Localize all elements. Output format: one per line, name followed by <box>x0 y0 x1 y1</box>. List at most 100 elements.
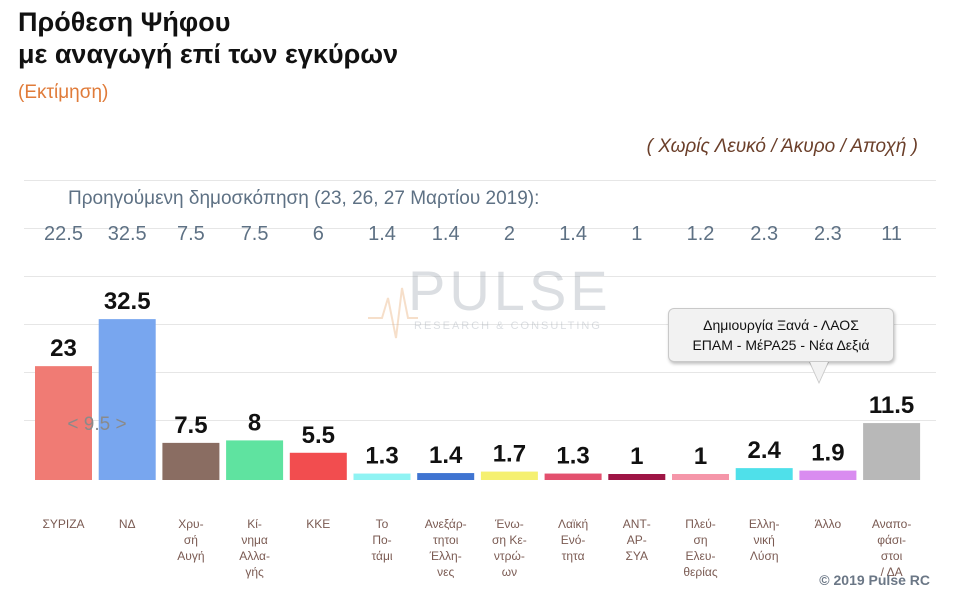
title-line-2: με αναγωγή επί των εγκύρων <box>18 39 399 69</box>
category-label: Λαϊκή <box>558 517 588 531</box>
value-label: 23 <box>50 335 77 362</box>
previous-poll-value: 7.5 <box>241 223 269 245</box>
value-label: 32.5 <box>104 288 151 315</box>
gridline <box>24 324 936 325</box>
previous-poll-value: 6 <box>313 223 324 245</box>
previous-poll-value: 11 <box>881 223 902 245</box>
callout-line-1: Δημιουργία Ξανά - ΛΑΟΣ <box>703 317 859 333</box>
value-label: 1 <box>694 443 707 470</box>
previous-poll-value: 22.5 <box>44 223 83 245</box>
exclusion-note: ( Χωρίς Λευκό / Άκυρο / Αποχή ) <box>646 136 918 157</box>
gridline <box>24 420 936 421</box>
category-label: γής <box>245 565 264 579</box>
bar-13 <box>799 470 857 480</box>
category-label: ΝΔ <box>119 517 136 531</box>
bar-7 <box>417 473 475 480</box>
category-label: τητα <box>562 549 585 563</box>
chart-title: Πρόθεση Ψήφου με αναγωγή επί των εγκύρων <box>18 6 398 70</box>
bar-8 <box>480 471 538 480</box>
category-label: Ελλη- <box>749 517 780 531</box>
category-label: φάσι- <box>877 533 906 547</box>
category-label: ΣΥΡΙΖΑ <box>42 517 84 531</box>
bar-5 <box>289 452 347 480</box>
category-label: Ενό- <box>561 533 586 547</box>
previous-poll-value: 2.3 <box>750 223 778 245</box>
value-label: 1.9 <box>811 440 844 467</box>
bar-9 <box>544 473 602 480</box>
category-label: τητοι <box>433 533 459 547</box>
other-parties-callout: Δημιουργία Ξανά - ΛΑΟΣ ΕΠΑΜ - ΜέΡΑ25 - Ν… <box>668 308 894 362</box>
previous-poll-value: 7.5 <box>177 223 205 245</box>
category-label: Κί- <box>247 517 262 531</box>
bar-12 <box>735 468 793 480</box>
category-label: νημα <box>241 533 268 547</box>
previous-poll-value: 1.4 <box>432 223 460 245</box>
gridline <box>24 276 936 277</box>
category-label: / ΔΑ <box>881 565 903 579</box>
category-label: ση <box>693 533 707 547</box>
pulse-watermark-logo: PULSE RESEARCH & CONSULTING <box>368 258 628 348</box>
category-label: Αναπο- <box>872 517 912 531</box>
bar-14 <box>863 423 921 480</box>
category-label: ΑΡ- <box>627 533 647 547</box>
category-label: Χρυ- <box>178 517 203 531</box>
title-line-1: Πρόθεση Ψήφου <box>18 7 231 37</box>
category-label: Ελευ- <box>686 549 716 563</box>
previous-poll-value: 2.3 <box>814 223 842 245</box>
category-label: νική <box>754 533 775 547</box>
previous-poll-value: 1.2 <box>687 223 715 245</box>
watermark-tagline: RESEARCH & CONSULTING <box>414 320 602 332</box>
value-label: 11.5 <box>869 392 914 419</box>
bar-4 <box>226 440 284 480</box>
bar-1 <box>35 366 92 480</box>
category-label: Αυγή <box>177 549 204 563</box>
lead-gap-label: < 9.5 > <box>67 414 126 435</box>
callout-pointer <box>810 362 828 382</box>
category-label: ων <box>502 565 517 579</box>
category-label: Άλλο <box>815 517 842 531</box>
category-label: ΚΚΕ <box>306 517 330 531</box>
value-label: 1.4 <box>429 442 463 469</box>
previous-poll-value: 1.4 <box>559 223 587 245</box>
category-label: σή <box>184 533 198 547</box>
value-label: 5.5 <box>302 422 335 449</box>
value-label: 1.3 <box>556 443 589 470</box>
category-label: ΑΝΤ- <box>623 517 651 531</box>
value-label: 2.4 <box>748 437 782 464</box>
previous-poll-value: 1 <box>631 223 642 245</box>
category-label: Αλλα- <box>239 549 270 563</box>
previous-poll-value: 2 <box>504 223 515 245</box>
category-label: τάμι <box>371 549 392 563</box>
copyright-text: © 2019 Pulse RC <box>819 572 930 588</box>
previous-poll-label: Προηγούμενη δημοσκόπηση (23, 26, 27 Μαρτ… <box>68 188 540 209</box>
category-label: Λύση <box>750 549 779 563</box>
value-label: 1.3 <box>365 443 398 470</box>
category-label: Ανεξάρ- <box>425 517 467 531</box>
value-label: 1 <box>630 443 643 470</box>
chart-subtitle: (Εκτίμηση) <box>18 82 109 103</box>
gridline <box>24 228 936 229</box>
category-label: νες <box>437 565 454 579</box>
category-label: στοι <box>881 549 903 563</box>
bar-10 <box>608 474 666 480</box>
gridline <box>24 180 936 181</box>
category-label: Πλεύ- <box>685 517 716 531</box>
watermark-brand: PULSE <box>408 259 612 322</box>
pulse-wave-icon <box>368 287 418 339</box>
category-label: θερίας <box>683 565 717 579</box>
bar-11 <box>672 474 729 480</box>
bar-6 <box>353 473 411 480</box>
value-label: 1.7 <box>493 441 526 468</box>
category-label: Πο- <box>372 533 391 547</box>
bar-3 <box>162 442 220 480</box>
value-label: 7.5 <box>174 412 207 439</box>
previous-poll-value: 1.4 <box>368 223 396 245</box>
previous-poll-value: 32.5 <box>108 223 147 245</box>
category-label: ση Κε- <box>492 533 527 547</box>
callout-line-2: ΕΠΑΜ - ΜέΡΑ25 - Νέα Δεξιά <box>692 337 870 353</box>
category-label: ντρώ- <box>494 549 525 563</box>
category-label: ΣΥΑ <box>626 549 649 563</box>
gridline <box>24 372 936 373</box>
bar-2 <box>98 319 156 480</box>
